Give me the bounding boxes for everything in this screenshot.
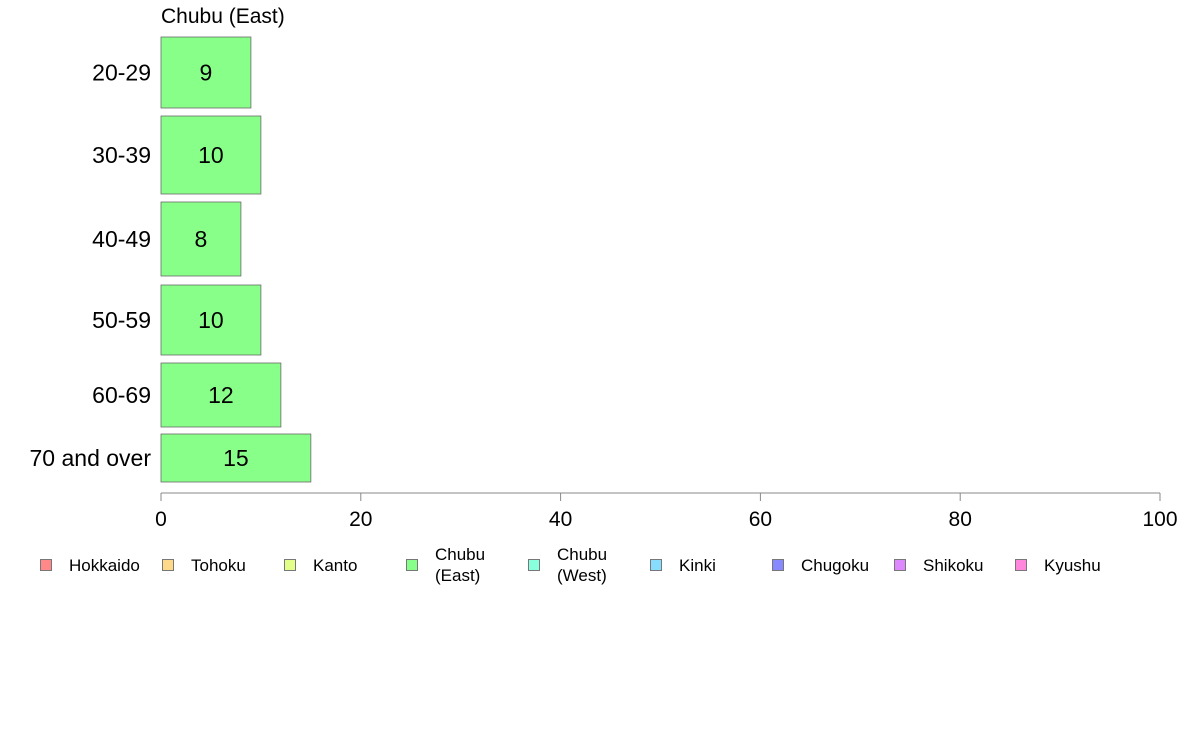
category-label: 30-39 (92, 142, 151, 168)
category-label: 50-59 (92, 307, 151, 333)
bar (160, 433, 312, 483)
panel-title: Chubu (East) (161, 5, 285, 28)
bar (160, 115, 262, 195)
x-tick-label: 100 (1142, 508, 1177, 531)
x-tick-label: 20 (349, 508, 372, 531)
x-tick-label: 0 (155, 508, 167, 531)
legend-item: Shikoku (894, 540, 983, 590)
category-label: 40-49 (92, 226, 151, 252)
legend-label: Shikoku (923, 555, 984, 575)
legend-swatch (284, 559, 296, 571)
legend-label: Kyushu (1044, 555, 1101, 575)
bar-value-label: 10 (198, 307, 224, 333)
legend-item: Kyushu (1015, 540, 1101, 590)
legend-item: Chugoku (772, 540, 869, 590)
legend-label: Kanto (313, 555, 358, 575)
bar-value-label: 15 (223, 445, 249, 471)
legend-item: Kanto (284, 540, 357, 590)
legend-label: Chubu (East) (435, 545, 486, 585)
x-tick-label: 60 (749, 508, 772, 531)
legend-item: Hokkaido (40, 540, 140, 590)
legend-swatch (772, 559, 784, 571)
category-label: 70 and over (30, 445, 152, 471)
bar (160, 201, 242, 277)
legend-label: Chugoku (801, 555, 870, 575)
legend-label: Chubu (West) (557, 545, 608, 585)
bar (160, 36, 252, 109)
bar-value-label: 9 (200, 60, 213, 86)
legend: Hokkaido Tohoku Kanto Chubu (East) Chubu (We… (0, 540, 1188, 590)
legend-item: Chubu (West) (528, 540, 607, 590)
bar-value-label: 12 (208, 382, 234, 408)
category-label: 20-29 (92, 60, 151, 86)
bar (160, 362, 282, 428)
legend-swatch (650, 559, 662, 571)
legend-swatch (406, 559, 418, 571)
bar-value-label: 8 (195, 226, 208, 252)
legend-item: Chubu (East) (406, 540, 485, 590)
x-tick-label: 40 (549, 508, 572, 531)
category-label: 60-69 (92, 382, 151, 408)
legend-swatch (162, 559, 174, 571)
bar-value-label: 10 (198, 142, 224, 168)
legend-swatch (528, 559, 540, 571)
legend-swatch (40, 559, 52, 571)
bar (160, 284, 262, 356)
legend-swatch (1015, 559, 1027, 571)
legend-item: Kinki (650, 540, 716, 590)
legend-label: Kinki (679, 555, 716, 575)
legend-label: Hokkaido (69, 555, 140, 575)
legend-item: Tohoku (162, 540, 246, 590)
legend-label: Tohoku (191, 555, 246, 575)
x-tick-label: 80 (949, 508, 972, 531)
legend-swatch (894, 559, 906, 571)
